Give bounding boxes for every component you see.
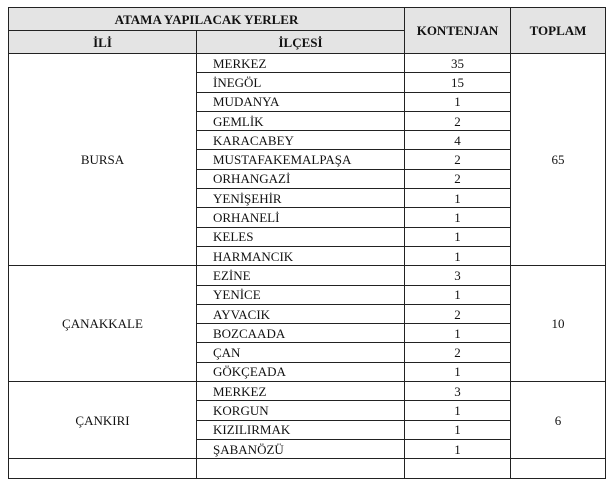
district-quota: 15: [404, 72, 512, 93]
table-row: ÇANAKKALE EZİNE 3 10: [8, 265, 607, 383]
table-row: HARMANCIK 1: [9, 245, 606, 267]
table-row: ÇAN 2: [9, 342, 606, 363]
province-name: BURSA: [8, 52, 197, 267]
table-row: ORHANELİ 1: [9, 207, 606, 228]
district-name: YENİŞEHİR: [195, 188, 406, 209]
district-quota: 4: [404, 130, 512, 151]
district-quota: 2: [404, 342, 512, 363]
table-row: YENİŞEHİR 1: [9, 188, 606, 209]
district-name: HARMANCIK: [195, 245, 406, 267]
table-row: ÇANKIRI MERKEZ 3 6: [8, 381, 607, 460]
district-name: KARACABEY: [195, 130, 406, 151]
province-total: 65: [510, 52, 607, 267]
empty-cell: [8, 458, 197, 479]
district-quota: 1: [404, 400, 512, 421]
district-name: AYVACIK: [195, 303, 406, 325]
district-name: KORGUN: [195, 400, 406, 421]
header-ili: İLİ: [8, 30, 197, 54]
header-group: ATAMA YAPILACAK YERLER: [7, 7, 406, 31]
table-row: GÖKÇEADA 1: [9, 361, 606, 383]
district-name: ORHANGAZİ: [195, 168, 406, 190]
district-quota: 2: [404, 149, 512, 170]
district-name: GEMLİK: [195, 110, 406, 132]
district-name: MUSTAFAKEMALPAŞA: [195, 149, 406, 170]
district-quota: 1: [404, 419, 512, 440]
district-quota: 1: [404, 361, 512, 383]
district-quota: 1: [404, 207, 512, 228]
empty-cell: [404, 458, 512, 479]
district-name: MERKEZ: [195, 52, 406, 74]
district-name: ŞABANÖZÜ: [195, 438, 406, 460]
table-row: ŞABANÖZÜ 1: [9, 438, 606, 460]
district-name: YENİCE: [195, 284, 406, 305]
header-ilcesi: İLÇESİ: [195, 30, 406, 54]
district-name: ORHANELİ: [195, 207, 406, 228]
empty-cell: [510, 458, 607, 479]
table-row-partial: [8, 458, 607, 479]
district-quota: 2: [404, 168, 512, 190]
header-toplam: TOPLAM: [510, 7, 607, 54]
district-quota: 3: [404, 265, 512, 286]
district-name: İNEGÖL: [195, 72, 406, 93]
empty-cell: [195, 458, 406, 479]
district-name: ÇAN: [195, 342, 406, 363]
district-quota: 3: [404, 381, 512, 402]
district-quota: 1: [404, 323, 512, 344]
table-row: BURSA MERKEZ 35 65: [8, 52, 607, 267]
district-name: MERKEZ: [195, 381, 406, 402]
district-quota: 1: [404, 245, 512, 267]
district-quota: 2: [404, 110, 512, 132]
district-quota: 1: [404, 438, 512, 460]
province-total: 10: [510, 265, 607, 383]
province-total: 6: [510, 381, 607, 460]
district-name: KELES: [195, 226, 406, 247]
district-quota: 1: [404, 226, 512, 247]
district-quota: 1: [404, 188, 512, 209]
province-name: ÇANAKKALE: [8, 265, 197, 383]
district-quota: 1: [404, 91, 512, 112]
placement-table: ATAMA YAPILACAK YERLER KONTENJAN TOPLAM …: [7, 7, 607, 479]
district-quota: 35: [404, 52, 512, 74]
header-kontenjan: KONTENJAN: [404, 7, 512, 54]
district-name: BOZCAADA: [195, 323, 406, 344]
district-quota: 2: [404, 303, 512, 325]
district-name: GÖKÇEADA: [195, 361, 406, 383]
district-name: EZİNE: [195, 265, 406, 286]
district-name: MUDANYA: [195, 91, 406, 112]
table-row: KIZILIRMAK 1: [9, 419, 606, 440]
table-row: KELES 1: [9, 226, 606, 247]
district-quota: 1: [404, 284, 512, 305]
province-name: ÇANKIRI: [8, 381, 197, 460]
district-name: KIZILIRMAK: [195, 419, 406, 440]
